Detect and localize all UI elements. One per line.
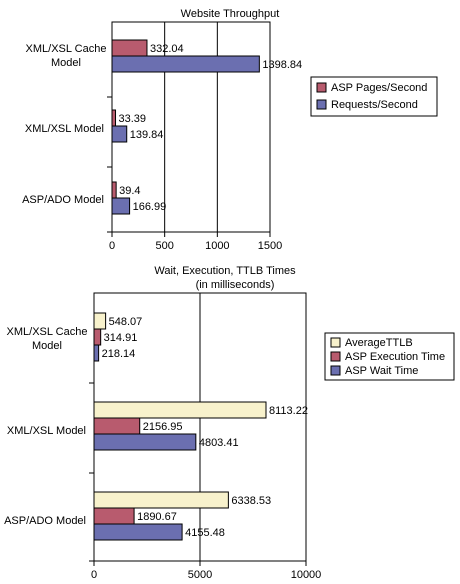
data-label-averagettlb-xml-xsl-model: 8113.22: [269, 405, 308, 417]
data-label-asp-wait-time-xml-xsl-cache-model: 218.14: [102, 348, 136, 360]
data-label-asp-execution-time-asp-ado-model: 1890.67: [137, 511, 177, 523]
legend-label-requests-second: Requests/Second: [331, 99, 418, 111]
legend: ASP Pages/Second Requests/Second: [310, 76, 438, 117]
data-label-requests-second-asp-ado-model: 166.99: [133, 201, 167, 213]
bar-asp-wait-time-xml-xsl-cache-model: [93, 344, 100, 362]
legend-label-asp-pages-second: ASP Pages/Second: [331, 82, 427, 94]
legend-frame: [310, 76, 438, 117]
category-label-xml-xsl-cache-model: XML/XSL Cache Model: [26, 43, 107, 69]
bar-asp-pages-second-asp-ado-model: [111, 181, 117, 199]
data-label-averagettlb-xml-xsl-cache-model: 548.07: [109, 316, 143, 328]
bar-asp-execution-time-xml-xsl-model: [93, 417, 141, 435]
x-axis: 0 500 1000 1500: [109, 232, 282, 252]
legend-frame: [324, 332, 455, 381]
bar-requests-second-xml-xsl-cache-model: [111, 55, 260, 73]
data-labels: 548.07 314.91 218.14 8113.22 2156.95 4803.41 6…: [102, 316, 308, 539]
data-label-requests-second-xml-xsl-cache-model: 1398.84: [262, 59, 302, 71]
bar-averagettlb-xml-xsl-model: [93, 401, 267, 419]
chart-title: Wait, Execution, TTLB Times: [154, 265, 296, 277]
x-tick-label-1500: 1500: [258, 240, 282, 252]
category-label-asp-ado-model: ASP/ADO Model: [22, 194, 104, 206]
bar-asp-pages-second-xml-xsl-model: [111, 109, 117, 127]
category-label-xml-xsl-model: XML/XSL Model: [25, 123, 104, 135]
category-ticks: [89, 382, 94, 562]
legend-swatch-asp-wait-time: [330, 365, 341, 376]
data-label-asp-execution-time-xml-xsl-cache-model: 314.91: [104, 332, 138, 344]
legend-label-averagettlb: AverageTTLB: [345, 337, 413, 349]
x-tick-label-0: 0: [109, 240, 115, 252]
legend: AverageTTLB ASP Execution Time ASP Wait …: [324, 332, 455, 381]
data-label-asp-wait-time-asp-ado-model: 4155.48: [185, 527, 225, 539]
data-label-asp-pages-second-xml-xsl-model: 33.39: [119, 113, 147, 125]
legend-swatch-asp-execution-time: [330, 351, 341, 362]
x-tick-label-1000: 1000: [205, 240, 229, 252]
legend-swatch-averagettlb: [330, 337, 341, 348]
category-label-xml-xsl-cache-model: XML/XSL Cache Model: [7, 326, 88, 352]
data-label-asp-pages-second-asp-ado-model: 39.4: [119, 185, 140, 197]
bar-averagettlb-asp-ado-model: [93, 491, 229, 509]
legend-swatch-asp-pages-second: [316, 82, 327, 93]
bar-asp-pages-second-xml-xsl-cache-model: [111, 39, 148, 57]
data-labels: 332.04 1398.84 33.39 139.84 39.4 166.99: [119, 43, 303, 213]
x-axis: 0 5000 10000: [91, 561, 321, 581]
category-ticks: [107, 96, 112, 233]
category-label-xml-xsl-model: XML/XSL Model: [7, 425, 86, 437]
x-tick-label-500: 500: [155, 240, 173, 252]
bars: [93, 312, 267, 541]
data-label-averagettlb-asp-ado-model: 6338.53: [231, 495, 271, 507]
data-label-asp-pages-second-xml-xsl-cache-model: 332.04: [150, 43, 184, 55]
bar-asp-wait-time-asp-ado-model: [93, 523, 183, 541]
x-tick-label-10000: 10000: [291, 569, 322, 581]
bars: [111, 39, 260, 215]
legend-swatch-requests-second: [316, 99, 327, 110]
data-label-asp-execution-time-xml-xsl-model: 2156.95: [143, 421, 183, 433]
data-label-asp-wait-time-xml-xsl-model: 4803.41: [199, 437, 239, 449]
x-tick-label-5000: 5000: [188, 569, 212, 581]
category-label-asp-ado-model: ASP/ADO Model: [4, 515, 86, 527]
bar-requests-second-xml-xsl-model: [111, 125, 128, 143]
chart-subtitle: (in milliseconds): [196, 279, 275, 291]
legend-label-asp-execution-time: ASP Execution Time: [345, 351, 445, 363]
bar-asp-execution-time-asp-ado-model: [93, 507, 135, 525]
x-tick-label-0: 0: [91, 569, 97, 581]
chart-title: Website Throughput: [181, 8, 280, 20]
chart-wait-execution-ttlb: Wait, Execution, TTLB Times (in millisec…: [4, 265, 455, 581]
data-label-requests-second-xml-xsl-model: 139.84: [130, 129, 164, 141]
legend-label-asp-wait-time: ASP Wait Time: [345, 365, 418, 377]
bar-asp-wait-time-xml-xsl-model: [93, 433, 197, 451]
bar-requests-second-asp-ado-model: [111, 197, 131, 215]
bar-averagettlb-xml-xsl-cache-model: [93, 312, 107, 330]
chart-website-throughput: Website Throughput 0 500 1000 1500 XML/XSL …: [22, 8, 438, 252]
bar-asp-execution-time-xml-xsl-cache-model: [93, 328, 102, 346]
